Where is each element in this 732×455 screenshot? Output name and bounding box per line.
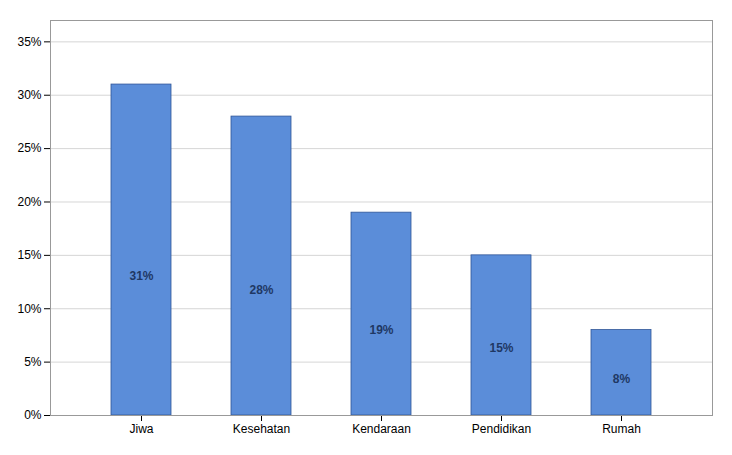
- svg-text:20%: 20%: [17, 195, 41, 209]
- svg-text:30%: 30%: [17, 88, 41, 102]
- svg-text:Kendaraan: Kendaraan: [352, 422, 411, 436]
- svg-text:25%: 25%: [17, 141, 41, 155]
- svg-text:Pendidikan: Pendidikan: [472, 422, 531, 436]
- svg-text:8%: 8%: [613, 372, 631, 386]
- svg-text:15%: 15%: [489, 341, 513, 355]
- svg-text:Jiwa: Jiwa: [129, 422, 153, 436]
- svg-text:0%: 0%: [24, 408, 42, 422]
- svg-text:5%: 5%: [24, 355, 42, 369]
- svg-text:Kesehatan: Kesehatan: [233, 422, 290, 436]
- svg-text:31%: 31%: [129, 269, 153, 283]
- svg-text:Rumah: Rumah: [602, 422, 641, 436]
- svg-text:15%: 15%: [17, 248, 41, 262]
- svg-text:28%: 28%: [249, 283, 273, 297]
- svg-text:10%: 10%: [17, 302, 41, 316]
- svg-text:35%: 35%: [17, 35, 41, 49]
- svg-text:19%: 19%: [369, 323, 393, 337]
